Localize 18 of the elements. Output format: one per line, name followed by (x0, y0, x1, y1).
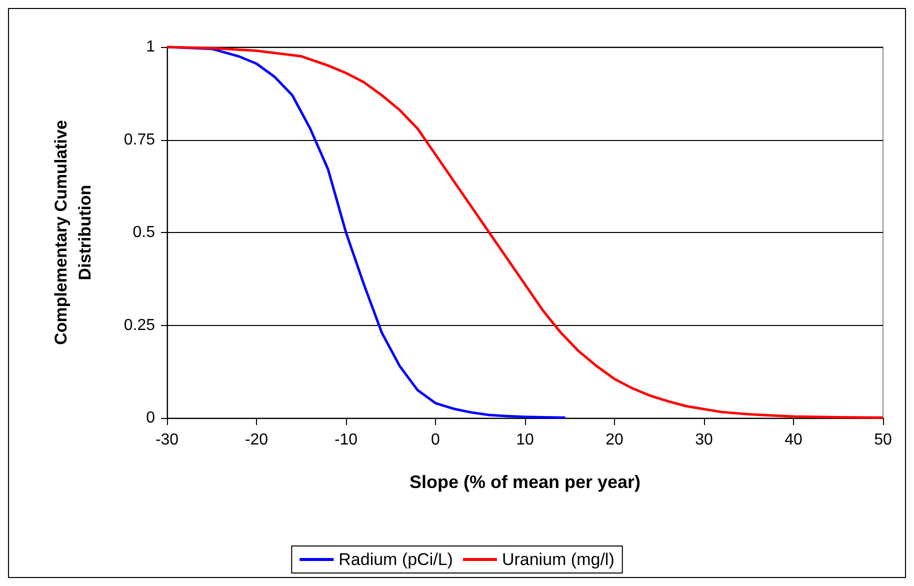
y-tick-label: 1 (146, 38, 156, 56)
x-tick-label: 20 (606, 432, 624, 448)
y-tick-label: 0.25 (124, 316, 156, 334)
legend-label: Uranium (mg/l) (502, 550, 614, 569)
x-tick-label: -30 (155, 432, 179, 448)
y-tick-label: 0.5 (132, 224, 156, 241)
x-tick-label: 30 (695, 432, 713, 448)
x-axis-title: Slope (% of mean per year) (409, 472, 641, 492)
x-tick-label: 50 (874, 432, 892, 448)
x-tick-label: 0 (431, 432, 440, 448)
x-tick-label: -20 (244, 432, 268, 448)
x-tick-label: -10 (334, 432, 358, 448)
x-tick-label: 10 (516, 432, 534, 448)
x-tick-label: 40 (784, 432, 802, 448)
y-axis-title: Complementary Cumulative Distribution (52, 120, 94, 345)
y-tick-label: 0.75 (124, 131, 156, 148)
legend-label: Radium (pCi/L) (338, 550, 453, 569)
y-tick-label: 0 (146, 410, 156, 426)
